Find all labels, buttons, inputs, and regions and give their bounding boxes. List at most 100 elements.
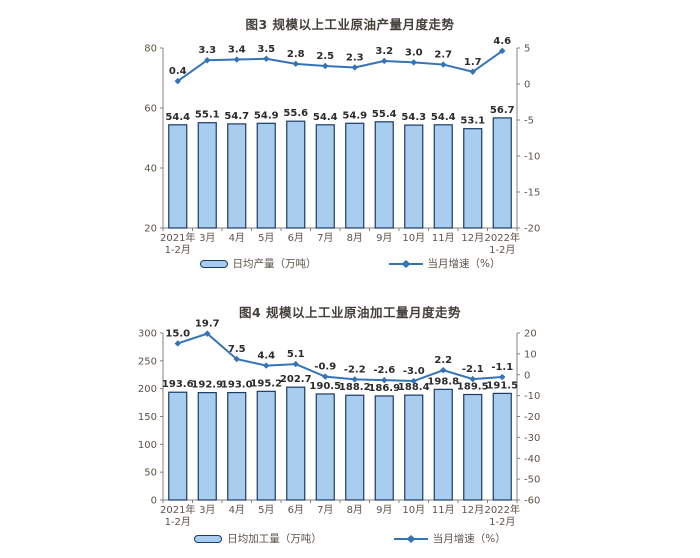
bar xyxy=(315,124,335,229)
figure3-legend: 日均产量（万吨） 当月增速（%） xyxy=(0,256,700,271)
category-label: 2022年 1-2月 xyxy=(485,231,520,256)
category-label: 5月 xyxy=(258,504,274,516)
category-label: 12月 xyxy=(461,232,484,244)
left-axis-tick-label: 200 xyxy=(138,384,157,395)
bar xyxy=(374,121,394,229)
bar xyxy=(168,124,188,229)
right-axis-tick-label: -30 xyxy=(524,433,540,444)
bar-value-label: 54.3 xyxy=(401,112,426,123)
category-label: 11月 xyxy=(432,232,455,244)
point-marker-icon xyxy=(410,377,417,385)
bar xyxy=(492,117,512,229)
category-label: 7月 xyxy=(317,232,333,244)
left-axis-tick-label: 80 xyxy=(144,44,157,55)
category-label: 7月 xyxy=(317,504,333,516)
point-marker-icon xyxy=(174,77,181,85)
bar-value-label: 54.9 xyxy=(342,110,367,121)
bar xyxy=(463,128,483,229)
bar-value-label: 195.2 xyxy=(250,378,282,389)
point-marker-icon xyxy=(292,360,299,368)
right-axis-tick-label: 0 xyxy=(524,80,530,91)
bar-value-label: 188.2 xyxy=(339,382,371,393)
bar xyxy=(168,391,188,501)
left-axis-tick-label: 50 xyxy=(144,468,157,479)
figure3-plot-area: 80 60 40 20 5 0 -5 -10 -15 -20 2021年 1-2月 3月 4月 5月 6月 7月… xyxy=(144,36,540,256)
figure3-legend-bar-item: 日均产量（万吨） xyxy=(199,256,317,271)
line-value-label: 3.2 xyxy=(375,46,393,57)
line-value-label: 2.5 xyxy=(316,51,334,62)
line-value-label: 0.4 xyxy=(169,66,187,77)
bar-value-label: 55.1 xyxy=(195,110,220,121)
point-marker-icon xyxy=(469,375,476,383)
left-axis-tick-label: 40 xyxy=(144,164,157,175)
point-marker-icon xyxy=(204,57,211,64)
point-marker-icon xyxy=(263,362,270,369)
right-axis-tick-label: -10 xyxy=(524,152,540,163)
point-marker-icon xyxy=(322,373,329,380)
right-axis-tick-label: -15 xyxy=(524,188,540,199)
category-label: 6月 xyxy=(288,232,304,244)
line-value-label: -3.0 xyxy=(403,366,425,377)
line-value-label: 4.6 xyxy=(493,36,511,47)
bar xyxy=(256,122,276,229)
bar xyxy=(286,120,306,229)
bar xyxy=(315,393,335,501)
category-label: 4月 xyxy=(229,504,245,516)
bar-value-label: 55.4 xyxy=(372,109,397,120)
right-axis-tick-label: -5 xyxy=(524,116,534,127)
bar-series-swatch-icon xyxy=(199,259,228,268)
figure4-legend-line-label: 当月增速（%） xyxy=(432,533,506,545)
bar-series-swatch-icon xyxy=(194,534,223,543)
line-value-label: -2.1 xyxy=(462,364,484,375)
bar-value-label: 190.5 xyxy=(309,381,341,392)
category-label: 3月 xyxy=(199,504,215,516)
figure4-legend-line-item: 当月增速（%） xyxy=(393,531,506,546)
bar-value-label: 53.1 xyxy=(460,116,485,127)
line-series-swatch-icon xyxy=(393,534,428,544)
category-label: 8月 xyxy=(347,504,363,516)
bar-value-label: 54.4 xyxy=(165,112,190,123)
left-axis-tick-label: 250 xyxy=(138,356,157,367)
figure4-title: 图4 规模以上工业原油加工量月度走势 xyxy=(238,305,462,320)
right-axis-tick-label: 10 xyxy=(524,349,537,360)
point-marker-icon xyxy=(410,59,417,66)
right-axis-tick-label: -50 xyxy=(524,475,540,486)
point-marker-icon xyxy=(351,376,358,383)
line-value-label: 3.5 xyxy=(257,44,275,55)
bar xyxy=(433,388,453,501)
category-label: 12月 xyxy=(461,504,484,516)
line-value-label: 2.8 xyxy=(287,49,305,60)
point-marker-icon xyxy=(381,57,388,65)
figure4-legend-bar-item: 日均加工量（万吨） xyxy=(194,531,322,546)
figure3-legend-bar-label: 日均产量（万吨） xyxy=(232,258,317,270)
point-marker-icon xyxy=(174,340,181,347)
figure3-legend-line-item: 当月增速（%） xyxy=(388,256,500,271)
bar-value-label: 193.6 xyxy=(162,379,194,390)
right-axis-tick-label: 0 xyxy=(524,370,530,381)
bar xyxy=(404,394,424,501)
bar xyxy=(492,392,512,501)
line-value-label: 2.3 xyxy=(346,52,364,63)
bar xyxy=(256,390,276,501)
line-value-label: -1.1 xyxy=(491,362,513,373)
category-label: 10月 xyxy=(402,232,425,244)
category-label: 8月 xyxy=(347,232,363,244)
point-marker-icon xyxy=(263,55,270,62)
category-label: 2022年 1-2月 xyxy=(485,503,520,528)
line-value-label: 3.0 xyxy=(405,47,423,58)
right-axis-tick-label: -10 xyxy=(524,391,540,402)
left-axis-tick-label: 300 xyxy=(138,329,157,340)
bar-value-label: 54.9 xyxy=(254,110,279,121)
trend-line xyxy=(177,50,503,82)
bar-value-label: 54.7 xyxy=(224,111,249,122)
point-marker-icon xyxy=(322,62,329,70)
bar-value-label: 191.5 xyxy=(486,380,518,391)
bar-value-label: 198.8 xyxy=(427,376,459,387)
left-axis-tick-label: 60 xyxy=(144,104,157,115)
bar xyxy=(345,122,365,229)
line-value-label: 4.4 xyxy=(257,351,275,362)
bar xyxy=(227,391,247,501)
category-label: 5月 xyxy=(258,232,274,244)
bar-value-label: 56.7 xyxy=(490,105,515,116)
point-marker-icon xyxy=(440,61,447,68)
